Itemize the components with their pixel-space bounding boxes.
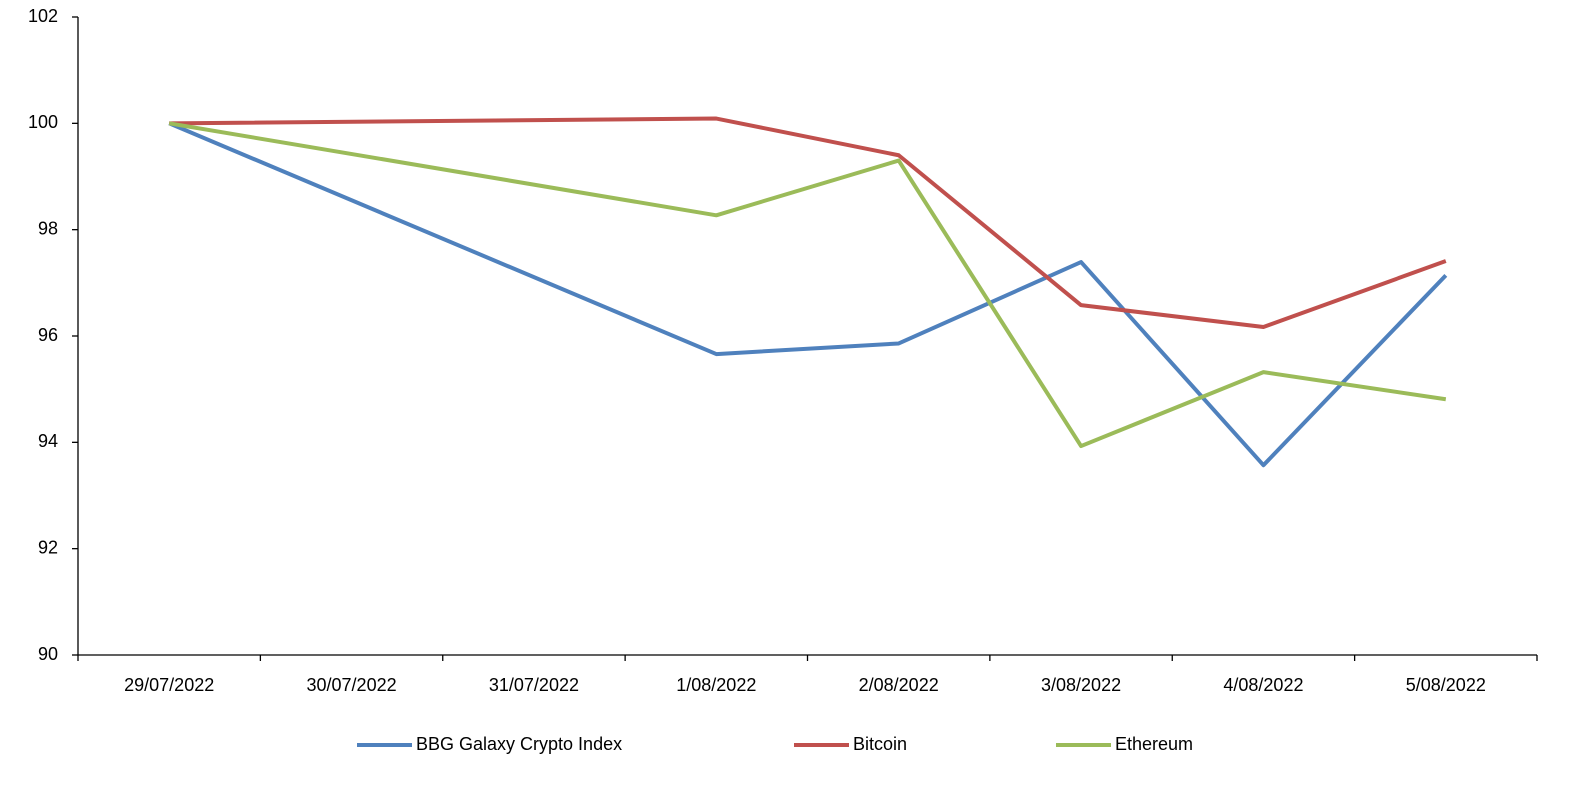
x-tick-label: 1/08/2022 (676, 675, 756, 695)
series-line (168, 121, 1448, 468)
x-tick-label: 3/08/2022 (1041, 675, 1121, 695)
series-line (168, 121, 1447, 449)
legend-label: Ethereum (1115, 734, 1193, 754)
legend-label: Bitcoin (853, 734, 907, 754)
x-tick-label: 5/08/2022 (1406, 675, 1486, 695)
y-tick-label: 102 (28, 6, 58, 26)
y-tick-label: 100 (28, 112, 58, 132)
x-tick-label: 2/08/2022 (859, 675, 939, 695)
y-tick-label: 92 (38, 537, 58, 557)
x-tick-label: 29/07/2022 (124, 675, 214, 695)
x-tick-label: 4/08/2022 (1223, 675, 1303, 695)
x-tick-label: 31/07/2022 (489, 675, 579, 695)
y-tick-label: 94 (38, 431, 58, 451)
y-tick-label: 90 (38, 644, 58, 664)
y-tick-label: 96 (38, 325, 58, 345)
series-line (169, 116, 1447, 329)
x-tick-label: 30/07/2022 (307, 675, 397, 695)
legend-label: BBG Galaxy Crypto Index (416, 734, 622, 754)
y-tick-label: 98 (38, 218, 58, 238)
